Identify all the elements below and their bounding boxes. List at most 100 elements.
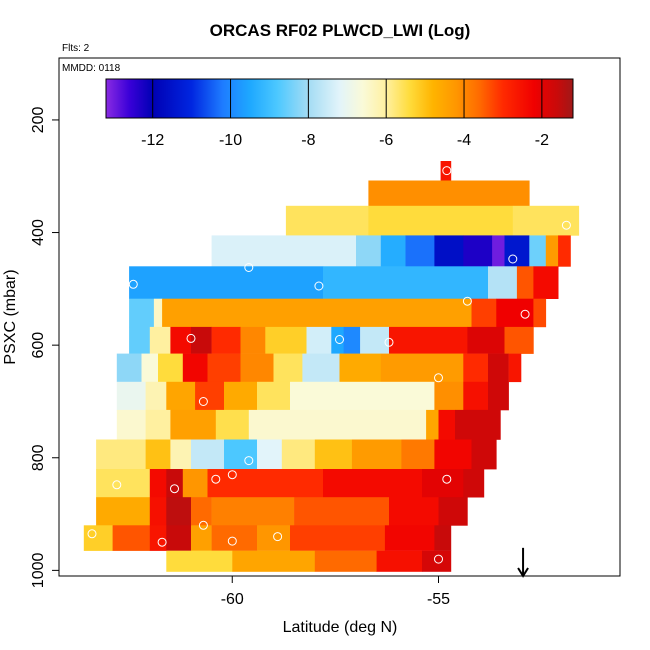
y-tick-label: 400 — [30, 219, 47, 246]
heatmap-cell — [240, 353, 274, 383]
heatmap-cell — [191, 497, 212, 526]
colorbar-tick-label: -12 — [141, 132, 164, 149]
heatmap-cell — [182, 353, 208, 383]
heatmap-cell — [170, 439, 192, 470]
heatmap-cell — [166, 469, 184, 498]
sample-marker — [434, 373, 443, 383]
heatmap-cell — [302, 353, 340, 383]
heatmap-cell — [83, 525, 113, 551]
heatmap-cell — [533, 298, 547, 328]
y-tick-label: 600 — [30, 332, 47, 359]
heatmap-cell — [401, 439, 435, 470]
heatmap-cell — [248, 409, 427, 440]
heatmap-cell — [516, 266, 534, 299]
heatmap-cell — [166, 381, 196, 411]
heatmap-cell — [294, 497, 390, 526]
sample-marker — [112, 480, 122, 490]
heatmap-cell — [360, 326, 390, 354]
sample-marker — [87, 529, 97, 539]
colorbar-gradient — [105, 78, 574, 119]
heatmap-cell — [166, 497, 192, 526]
heatmap-cell — [545, 235, 559, 267]
heatmap-cell — [257, 381, 291, 411]
heatmap-cell — [488, 266, 518, 299]
arrow-marker — [517, 547, 529, 578]
heatmap-cell — [384, 525, 435, 551]
heatmap-cell — [153, 298, 163, 328]
sample-marker — [170, 484, 179, 494]
heatmap-cell — [471, 298, 497, 328]
colorbar-tick-label: -8 — [301, 132, 315, 149]
heatmap-cell — [504, 235, 530, 267]
heatmap-cell — [496, 298, 534, 328]
heatmap-cell — [488, 381, 509, 411]
y-tick-label: 1000 — [30, 553, 47, 589]
heatmap-cell — [306, 326, 332, 354]
sample-marker — [384, 337, 394, 347]
heatmap-cell — [232, 550, 316, 572]
colorbar-tick-label: -6 — [379, 132, 393, 149]
chart-title: ORCAS RF02 PLWCD_LWI (Log) — [210, 21, 471, 40]
sample-marker — [561, 220, 571, 230]
heatmap-cell — [265, 326, 307, 354]
heatmap-cell — [215, 409, 250, 440]
heatmap-cell — [191, 439, 225, 470]
colorbar-tick-label: -10 — [219, 132, 242, 149]
heatmap-cell — [463, 381, 489, 411]
heatmap-cell — [422, 550, 452, 572]
sample-markers — [87, 166, 571, 564]
heatmap-cell — [455, 409, 501, 440]
heatmap-cell — [368, 180, 530, 207]
colorbar-tick-label: -2 — [535, 132, 549, 149]
heatmap-cell — [145, 409, 171, 440]
sample-marker — [442, 166, 452, 176]
heatmap-cell — [356, 235, 382, 267]
x-tick-label: -55 — [427, 591, 450, 608]
heatmap-cell — [112, 525, 150, 551]
heatmap-cell — [257, 439, 283, 470]
heatmap-cell — [211, 235, 357, 267]
heatmap-cell — [463, 353, 489, 383]
sample-marker — [227, 470, 237, 480]
x-axis: -60 -55 — [221, 576, 450, 608]
heatmap-cell — [368, 205, 514, 236]
heatmap-cell — [149, 469, 167, 498]
heatmap-cell — [434, 381, 464, 411]
heatmap-cell — [211, 497, 295, 526]
heatmap-cell — [339, 353, 382, 383]
heatmap-cell — [285, 205, 369, 236]
colorbar-tick-label: -4 — [457, 132, 471, 149]
heatmap-cell — [389, 326, 468, 354]
heatmap-cell — [405, 235, 435, 267]
y-tick-label: 800 — [30, 444, 47, 471]
heatmap-cell — [463, 469, 485, 498]
heatmap-cell — [323, 469, 423, 498]
heatmap-cell — [438, 409, 456, 440]
heatmap-cell — [314, 439, 353, 470]
sample-marker — [244, 456, 254, 466]
x-tick-label: -60 — [221, 591, 244, 608]
heatmap-cell — [508, 353, 522, 383]
heatmap-cell — [331, 326, 344, 354]
heatmap-cell — [170, 326, 192, 354]
sample-marker — [227, 536, 237, 546]
x-axis-label: Latitude (deg N) — [283, 619, 398, 636]
heatmap-cell — [240, 326, 266, 354]
heatmap-cell — [96, 469, 150, 498]
heatmap-cell — [149, 525, 167, 551]
sample-marker — [442, 474, 452, 484]
heatmap-cell — [129, 298, 155, 328]
heatmap-cell — [96, 497, 150, 526]
heatmap-cell — [141, 353, 159, 383]
heatmap-cell — [467, 326, 505, 354]
heatmap-cell — [438, 497, 468, 526]
heatmap-cell — [422, 469, 464, 498]
heatmap-cell — [129, 326, 150, 354]
sample-marker — [273, 532, 283, 542]
heatmap-cell — [434, 235, 464, 267]
arrow-head — [517, 567, 529, 578]
heatmap-cell — [290, 381, 435, 411]
sample-marker — [211, 474, 221, 484]
heatmap-cell — [116, 353, 142, 383]
